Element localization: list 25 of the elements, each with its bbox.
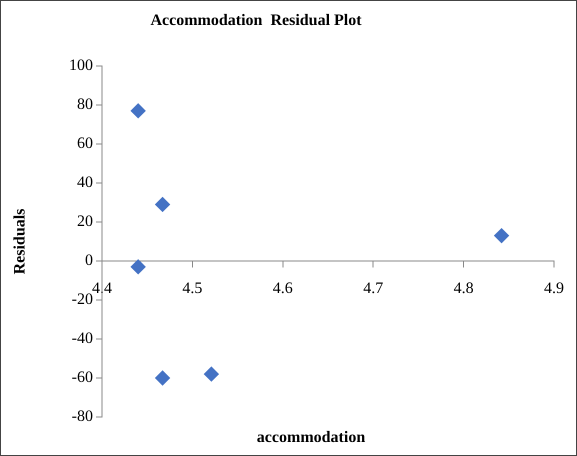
y-tick-label: 0 xyxy=(85,252,93,270)
point xyxy=(155,370,170,386)
y-tick-label: -40 xyxy=(72,330,93,348)
y-tick-label: 60 xyxy=(77,135,93,152)
y-tick-label: -60 xyxy=(72,369,93,386)
point xyxy=(204,366,219,382)
x-tick-label: 4.4 xyxy=(92,280,112,297)
x-tick-label: 4.7 xyxy=(363,280,384,297)
x-tick-label: 4.9 xyxy=(544,280,564,297)
y-tick-label: 20 xyxy=(77,213,93,230)
x-tick-label: 4.5 xyxy=(182,280,202,297)
point xyxy=(155,196,170,212)
point xyxy=(130,103,146,118)
x-axis-title: accommodation xyxy=(256,429,366,446)
y-tick-label: -20 xyxy=(72,291,93,308)
x-tick-label: 4.8 xyxy=(454,280,474,297)
x-tick-label: 4.6 xyxy=(272,280,293,297)
chart-title: Accommodation Residual Plot xyxy=(150,12,362,30)
point xyxy=(494,228,510,244)
y-tick-label: 40 xyxy=(77,174,93,192)
y-tick-label: 100 xyxy=(69,57,93,74)
y-axis-title: Residuals xyxy=(12,208,29,274)
y-tick-label: -80 xyxy=(72,408,93,426)
point xyxy=(130,259,146,274)
y-tick-label: 80 xyxy=(77,96,93,114)
